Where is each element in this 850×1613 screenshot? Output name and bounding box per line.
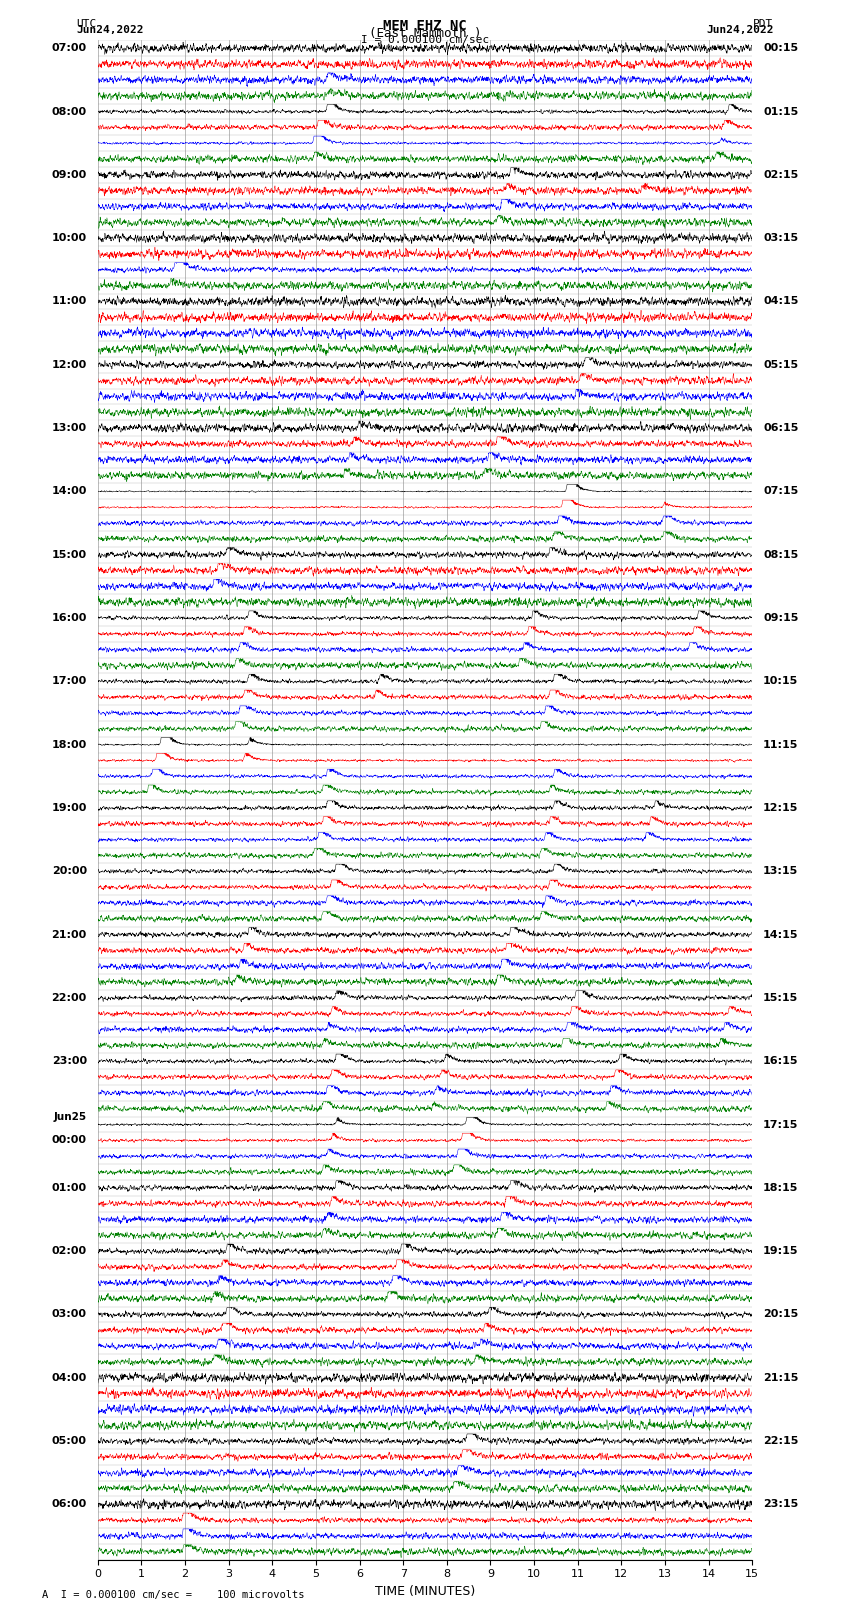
Text: 18:00: 18:00 [52, 740, 87, 750]
Text: 21:15: 21:15 [763, 1373, 798, 1382]
Text: 05:15: 05:15 [763, 360, 798, 369]
Text: 06:00: 06:00 [52, 1500, 87, 1510]
Text: PDT: PDT [753, 18, 774, 29]
Text: 03:15: 03:15 [763, 234, 798, 244]
Text: 12:15: 12:15 [763, 803, 798, 813]
Text: 04:15: 04:15 [763, 297, 798, 306]
Text: Jun24,2022: Jun24,2022 [706, 24, 774, 35]
Text: 02:15: 02:15 [763, 169, 798, 181]
Text: A  I = 0.000100 cm/sec =    100 microvolts: A I = 0.000100 cm/sec = 100 microvolts [42, 1590, 305, 1600]
Text: 22:15: 22:15 [763, 1436, 798, 1447]
Text: 22:00: 22:00 [52, 994, 87, 1003]
Text: 03:00: 03:00 [52, 1310, 87, 1319]
Text: 07:15: 07:15 [763, 487, 798, 497]
Text: 23:00: 23:00 [52, 1057, 87, 1066]
Text: 02:00: 02:00 [52, 1247, 87, 1257]
Text: 13:00: 13:00 [52, 423, 87, 434]
Text: 11:15: 11:15 [763, 740, 798, 750]
Text: 08:00: 08:00 [52, 106, 87, 116]
Text: 20:00: 20:00 [52, 866, 87, 876]
X-axis label: TIME (MINUTES): TIME (MINUTES) [375, 1586, 475, 1598]
Text: 00:00: 00:00 [52, 1136, 87, 1145]
Text: (East Mammoth ): (East Mammoth ) [369, 26, 481, 40]
Text: 11:00: 11:00 [52, 297, 87, 306]
Text: 19:15: 19:15 [763, 1247, 799, 1257]
Text: 18:15: 18:15 [763, 1182, 798, 1194]
Text: 17:15: 17:15 [763, 1119, 798, 1129]
Text: 13:15: 13:15 [763, 866, 798, 876]
Text: MEM EHZ NC: MEM EHZ NC [383, 18, 467, 32]
Text: 00:15: 00:15 [763, 44, 798, 53]
Text: 05:00: 05:00 [52, 1436, 87, 1447]
Text: 09:00: 09:00 [52, 169, 87, 181]
Text: 19:00: 19:00 [52, 803, 87, 813]
Text: 04:00: 04:00 [52, 1373, 87, 1382]
Text: 17:00: 17:00 [52, 676, 87, 687]
Text: 10:15: 10:15 [763, 676, 798, 687]
Text: 14:15: 14:15 [763, 929, 799, 940]
Text: Jun24,2022: Jun24,2022 [76, 24, 144, 35]
Text: 15:00: 15:00 [52, 550, 87, 560]
Text: UTC: UTC [76, 18, 97, 29]
Text: 09:15: 09:15 [763, 613, 798, 623]
Text: 16:15: 16:15 [763, 1057, 799, 1066]
Text: 01:00: 01:00 [52, 1182, 87, 1194]
Text: 16:00: 16:00 [52, 613, 87, 623]
Text: I = 0.000100 cm/sec: I = 0.000100 cm/sec [361, 35, 489, 45]
Text: 07:00: 07:00 [52, 44, 87, 53]
Text: Jun25: Jun25 [54, 1111, 87, 1121]
Text: 12:00: 12:00 [52, 360, 87, 369]
Text: 06:15: 06:15 [763, 423, 798, 434]
Text: 10:00: 10:00 [52, 234, 87, 244]
Text: 21:00: 21:00 [52, 929, 87, 940]
Text: 20:15: 20:15 [763, 1310, 798, 1319]
Text: 01:15: 01:15 [763, 106, 798, 116]
Text: 14:00: 14:00 [52, 487, 87, 497]
Text: 23:15: 23:15 [763, 1500, 798, 1510]
Text: 15:15: 15:15 [763, 994, 798, 1003]
Text: 08:15: 08:15 [763, 550, 798, 560]
